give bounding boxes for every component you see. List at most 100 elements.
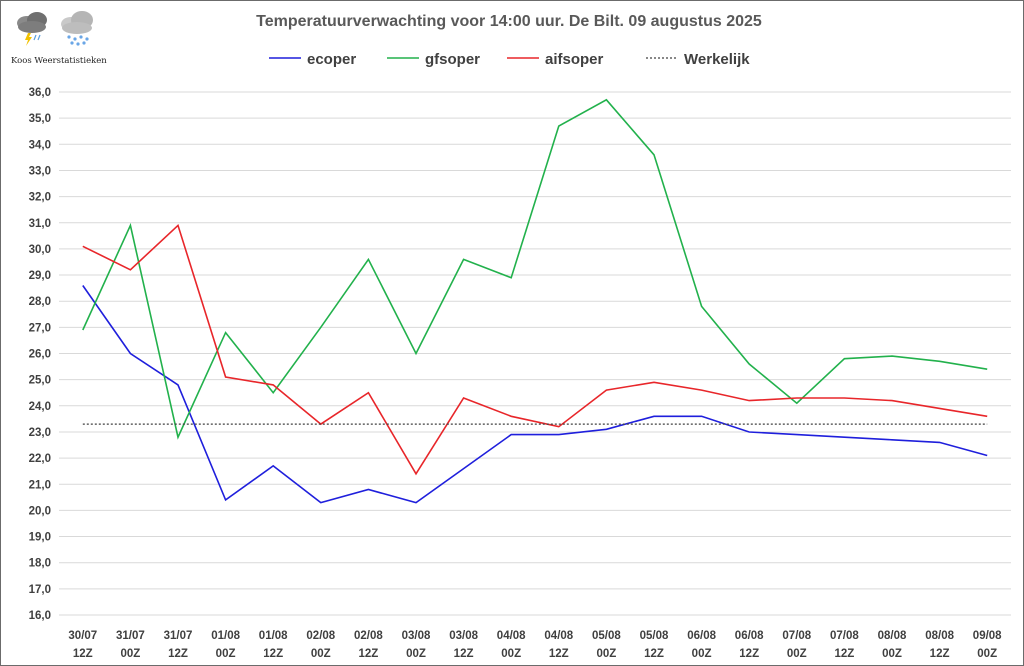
data-point-gfsoper: [130, 225, 131, 226]
y-tick-label: 23,0: [29, 427, 51, 439]
series-line-ecoper: [82, 285, 988, 504]
data-point-gfsoper: [606, 99, 607, 100]
data-point-werkelijk: [463, 424, 464, 425]
data-point-gfsoper: [415, 353, 416, 354]
data-point-aifsoper: [368, 392, 369, 393]
data-point-ecoper: [749, 431, 750, 432]
data-point-werkelijk: [511, 424, 512, 425]
data-point-ecoper: [463, 468, 464, 469]
x-axis-ticks: 30/07 12Z 31/07 00Z 31/07 12Z 01/08 00Z 01/08 12Z…: [68, 630, 1002, 660]
data-point-gfsoper: [273, 392, 274, 393]
data-point-gfsoper: [701, 306, 702, 307]
x-tick-label: 31/07 12Z: [164, 630, 193, 660]
data-point-werkelijk: [891, 424, 892, 425]
data-point-werkelijk: [273, 424, 274, 425]
data-point-ecoper: [558, 434, 559, 435]
data-point-ecoper: [130, 353, 131, 354]
x-tick-label: 07/08 12Z: [830, 630, 859, 660]
data-point-ecoper: [177, 384, 178, 385]
data-point-ecoper: [939, 442, 940, 443]
data-point-aifsoper: [987, 416, 988, 417]
data-point-ecoper: [225, 499, 226, 500]
x-tick-label: 06/08 00Z: [687, 630, 716, 660]
data-point-gfsoper: [82, 329, 83, 330]
data-point-ecoper: [320, 502, 321, 503]
data-point-aifsoper: [653, 382, 654, 383]
data-point-werkelijk: [558, 424, 559, 425]
data-point-ecoper: [844, 437, 845, 438]
data-point-ecoper: [511, 434, 512, 435]
data-point-aifsoper: [606, 390, 607, 391]
y-tick-label: 16,0: [29, 610, 51, 622]
y-tick-label: 17,0: [29, 584, 51, 596]
data-point-gfsoper: [511, 277, 512, 278]
data-point-werkelijk: [320, 424, 321, 425]
y-tick-label: 32,0: [29, 192, 51, 204]
x-tick-label: 05/08 00Z: [592, 630, 621, 660]
data-point-gfsoper: [225, 332, 226, 333]
x-tick-label: 02/08 00Z: [306, 630, 335, 660]
data-point-gfsoper: [987, 369, 988, 370]
data-point-aifsoper: [130, 269, 131, 270]
data-point-aifsoper: [701, 390, 702, 391]
data-point-werkelijk: [701, 424, 702, 425]
chart-gridlines: [59, 91, 1011, 616]
x-tick-label: 01/08 12Z: [259, 630, 288, 660]
x-tick-label: 08/08 00Z: [878, 630, 907, 660]
data-point-aifsoper: [415, 473, 416, 474]
y-tick-label: 22,0: [29, 453, 51, 465]
legend-label-gfsoper: gfsoper: [425, 51, 480, 68]
data-point-werkelijk: [130, 424, 131, 425]
x-tick-label: 06/08 12Z: [735, 630, 764, 660]
data-point-werkelijk: [415, 424, 416, 425]
data-point-ecoper: [368, 489, 369, 490]
data-point-aifsoper: [82, 246, 83, 247]
series-line-gfsoper: [82, 98, 988, 440]
data-point-aifsoper: [749, 400, 750, 401]
y-tick-label: 18,0: [29, 558, 51, 570]
data-point-werkelijk: [225, 424, 226, 425]
data-point-aifsoper: [558, 426, 559, 427]
data-point-aifsoper: [463, 397, 464, 398]
data-point-werkelijk: [749, 424, 750, 425]
x-tick-label: 31/07 00Z: [116, 630, 145, 660]
y-tick-label: 21,0: [29, 479, 51, 491]
legend-label-aifsoper: aifsoper: [545, 51, 604, 68]
y-tick-label: 29,0: [29, 270, 51, 282]
y-tick-label: 35,0: [29, 113, 51, 125]
data-point-gfsoper: [177, 437, 178, 438]
y-tick-label: 36,0: [29, 87, 51, 99]
data-point-ecoper: [606, 429, 607, 430]
y-tick-label: 33,0: [29, 165, 51, 177]
y-tick-label: 26,0: [29, 349, 51, 361]
chart-title: Temperatuurverwachting voor 14:00 uur. D…: [256, 13, 762, 30]
logo-text: Koos Weerstatistieken: [11, 56, 107, 66]
data-point-aifsoper: [177, 225, 178, 226]
x-tick-label: 05/08 12Z: [640, 630, 669, 660]
data-point-werkelijk: [796, 424, 797, 425]
x-tick-label: 02/08 12Z: [354, 630, 383, 660]
y-tick-label: 27,0: [29, 322, 51, 334]
data-point-aifsoper: [891, 400, 892, 401]
data-point-ecoper: [653, 416, 654, 417]
data-point-werkelijk: [987, 424, 988, 425]
x-tick-label: 30/07 12Z: [68, 630, 97, 660]
y-tick-label: 30,0: [29, 244, 51, 256]
data-point-werkelijk: [606, 424, 607, 425]
data-point-aifsoper: [796, 397, 797, 398]
storm-cloud-icon: [17, 12, 47, 46]
data-point-gfsoper: [796, 403, 797, 404]
data-point-gfsoper: [463, 259, 464, 260]
data-point-ecoper: [891, 439, 892, 440]
chart-legend: ecoper gfsoper aifsoper Werkelijk: [269, 51, 750, 68]
data-point-gfsoper: [844, 358, 845, 359]
data-point-ecoper: [273, 465, 274, 466]
data-point-werkelijk: [939, 424, 940, 425]
data-point-aifsoper: [511, 416, 512, 417]
data-point-werkelijk: [368, 424, 369, 425]
data-point-gfsoper: [891, 356, 892, 357]
y-axis-ticks: 16,0 17,0 18,0 19,0 20,0 21,0 22,0 23,0 24,0 25,0…: [29, 87, 51, 622]
data-point-aifsoper: [844, 397, 845, 398]
x-tick-label: 09/08 00Z: [973, 630, 1002, 660]
